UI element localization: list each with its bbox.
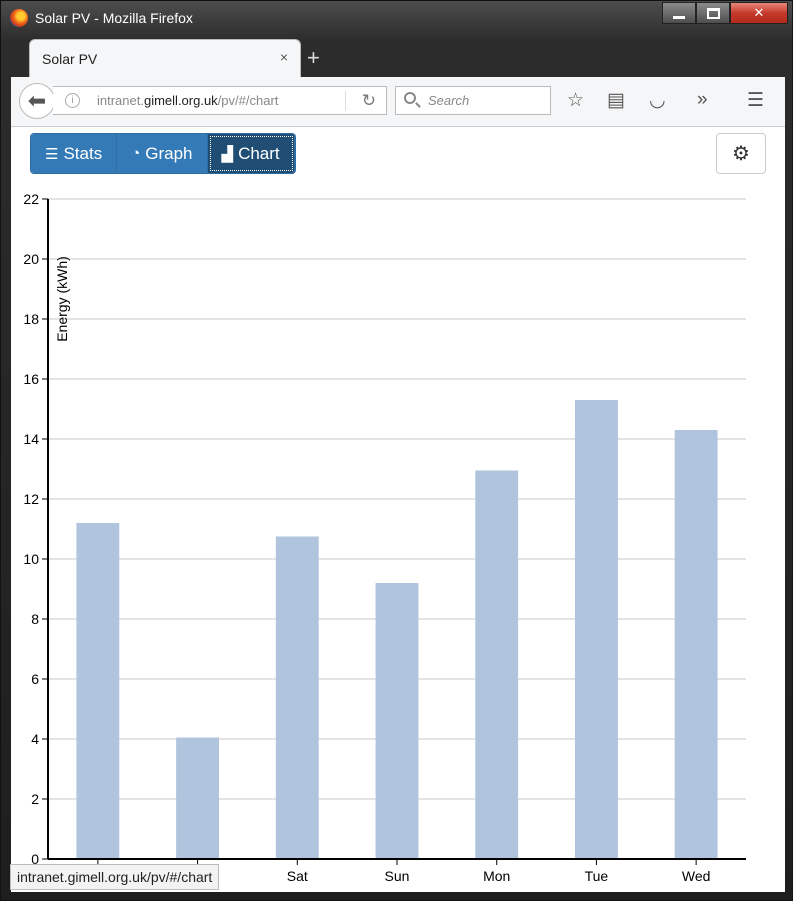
minimize-icon [673,15,685,19]
settings-button[interactable]: ⚙ [716,133,766,174]
y-tick-label: 20 [23,251,39,267]
close-icon: ✕ [753,5,765,20]
maximize-icon [706,7,720,19]
tab-solar-pv[interactable]: Solar PV × [29,39,301,77]
tab-strip: Solar PV × + [11,39,785,77]
y-tick-label: 18 [23,311,39,327]
search-placeholder: Search [428,93,470,108]
page-content: ☰ Stats ◔ Graph ▟ Chart ⚙ 0 2 4 6 8 10 12 14 16 1… [11,127,785,892]
tab-title: Solar PV [42,51,98,67]
graph-button[interactable]: ◔ Graph [117,134,208,173]
bar [674,430,718,859]
dashboard-icon: ◔ [131,145,141,162]
list-icon: ☰ [45,145,59,163]
url-bar[interactable]: i intranet.gimell.org.uk/pv/#/chart ↻ [53,86,387,115]
url-separator [345,91,346,111]
search-icon [404,92,416,104]
close-window-button[interactable]: ✕ [730,2,788,24]
y-tick-label: 8 [31,611,39,627]
bookmark-star-icon[interactable]: ☆ [567,90,585,111]
chart-button[interactable]: ▟ Chart [207,134,295,173]
chart-label: Chart [238,143,280,163]
x-tick-label: Sat [287,868,308,884]
back-button[interactable]: ⬅ [19,83,55,119]
x-tick-label: Mon [483,868,510,884]
status-bar-url: intranet.gimell.org.uk/pv/#/chart [10,864,220,890]
x-tick-label: Wed [682,868,711,884]
stats-button[interactable]: ☰ Stats [31,134,118,173]
y-tick-label: 16 [23,371,39,387]
stats-label: Stats [63,143,103,163]
navigation-toolbar: ⬅ i intranet.gimell.org.uk/pv/#/chart ↻ … [11,77,785,127]
firefox-logo-icon [10,9,28,27]
back-arrow-icon: ⬅ [27,88,47,113]
url-host: gimell.org.uk [143,93,218,108]
view-switcher: ☰ Stats ◔ Graph ▟ Chart [30,133,296,174]
title-bar: Solar PV - Mozilla Firefox ✕ [1,1,793,37]
new-tab-button[interactable]: + [307,45,320,70]
y-tick-label: 6 [31,671,39,687]
url-text: intranet.gimell.org.uk/pv/#/chart [97,93,278,108]
pocket-icon[interactable]: ◡ [649,90,666,111]
bar [76,523,120,859]
y-tick-label: 22 [23,191,39,207]
search-bar[interactable]: Search [395,86,551,115]
minimize-button[interactable] [662,2,696,24]
y-tick-label: 4 [31,731,39,747]
x-tick-label: Tue [585,868,609,884]
y-tick-label: 14 [23,431,39,447]
bar [574,400,618,859]
graph-label: Graph [145,143,193,163]
bar [275,536,319,859]
tab-close-icon[interactable]: × [279,49,288,65]
bar [176,737,220,859]
y-tick-label: 12 [23,491,39,507]
bar [375,583,419,859]
window-title: Solar PV - Mozilla Firefox [35,10,193,26]
url-prefix: intranet. [97,93,144,108]
info-icon[interactable]: i [65,93,80,108]
y-axis-label: Energy (kWh) [54,256,70,342]
reading-list-icon[interactable]: ▤ [607,90,625,111]
hamburger-menu-icon[interactable]: ☰ [747,90,765,111]
y-tick-label: 10 [23,551,39,567]
reload-icon[interactable]: ↻ [361,91,376,110]
bar-chart-icon: ▟ [221,145,234,163]
bar [475,470,519,859]
overflow-chevron-icon[interactable]: » [697,89,708,110]
maximize-button[interactable] [696,2,730,24]
x-tick-label: Sun [385,868,410,884]
url-path: /pv/#/chart [217,93,279,108]
gear-icon: ⚙ [732,143,750,165]
energy-bar-chart: 0 2 4 6 8 10 12 14 16 18 20 22 Sat Sun Mon Tue Wed Energy… [23,191,746,884]
y-tick-label: 0 [31,851,39,867]
y-tick-label: 2 [31,791,39,807]
